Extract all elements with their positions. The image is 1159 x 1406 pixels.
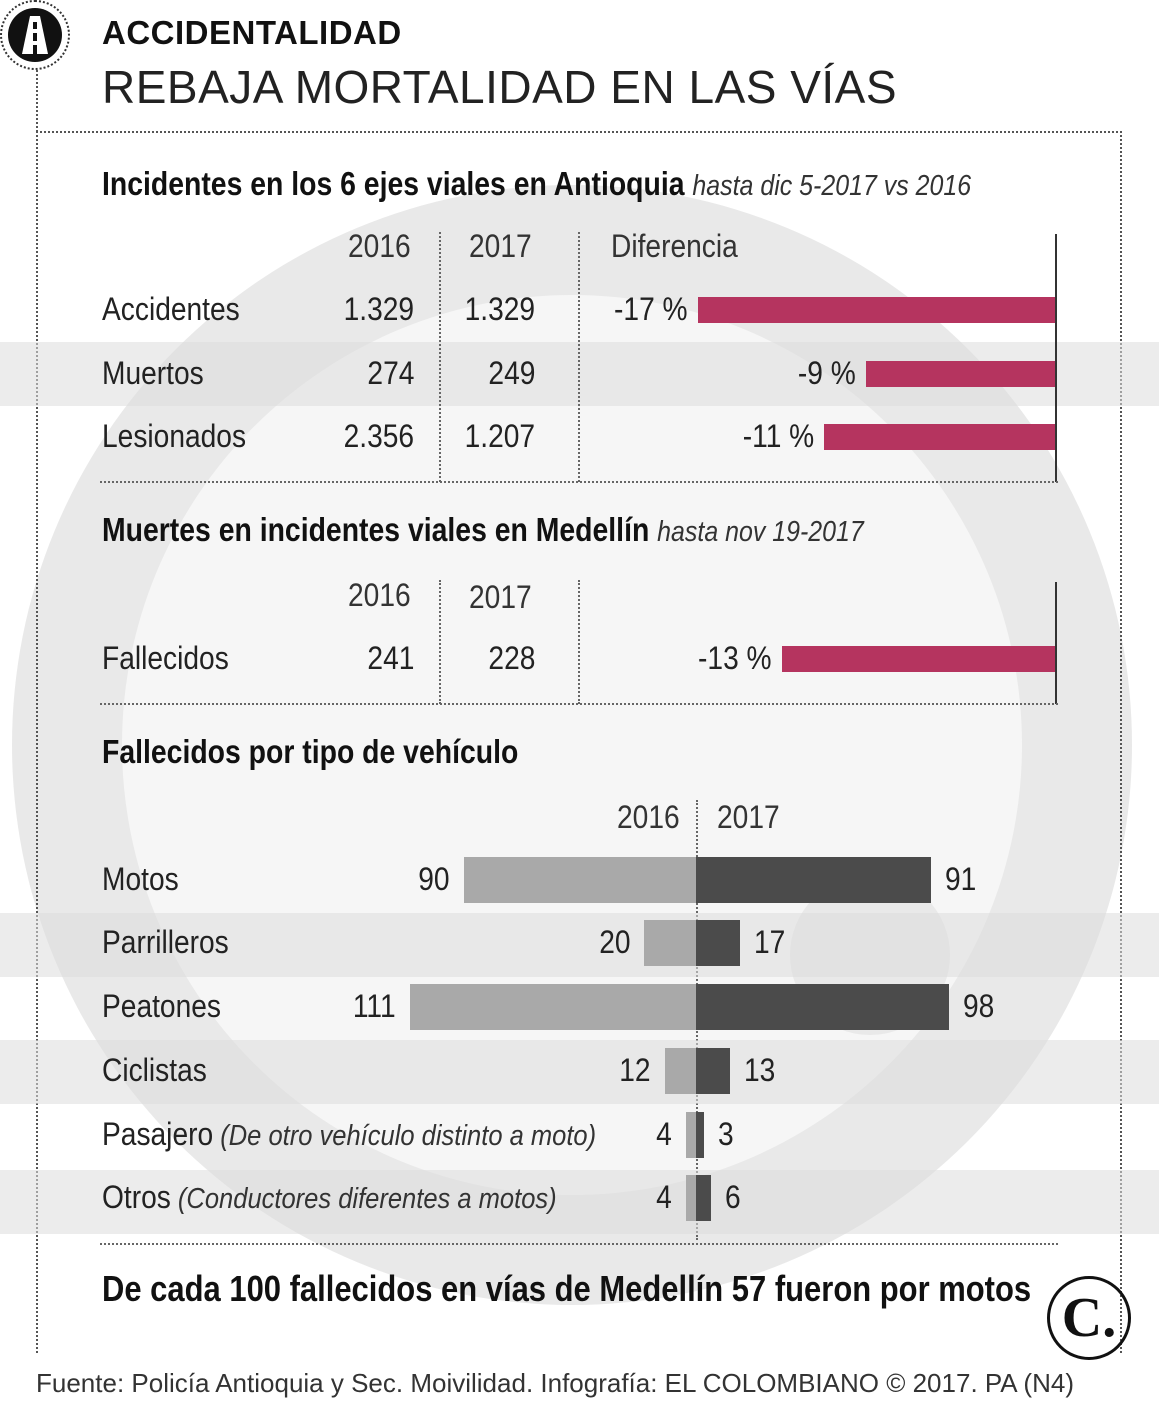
vehicle-label: Pasajero (De otro vehículo distinto a mo…	[102, 1116, 597, 1152]
col-2017: 2017	[469, 579, 532, 615]
frame-connector	[36, 70, 38, 132]
diff-bar	[824, 424, 1055, 450]
value-2017: 98	[962, 988, 995, 1024]
value-2017: 228	[488, 640, 535, 676]
value-2016: 274	[367, 355, 414, 391]
bar-2016	[463, 857, 696, 903]
value-2016: 4	[656, 1179, 672, 1215]
row-label: Fallecidos	[102, 640, 229, 676]
section1-subtitle: hasta dic 5-2017 vs 2016	[692, 170, 972, 202]
row-label: Muertos	[102, 355, 204, 391]
bar-2017	[696, 1112, 704, 1158]
value-2017: 1.329	[464, 291, 535, 327]
bar-2017	[696, 857, 931, 903]
baseline	[100, 481, 1058, 483]
row-band	[0, 1040, 1159, 1104]
col-2017: 2017	[717, 799, 780, 835]
value-2016: 241	[367, 640, 414, 676]
value-2017: 1.207	[464, 418, 535, 454]
value-2017: 6	[725, 1179, 742, 1215]
kicker: ACCIDENTALIDAD	[102, 14, 402, 51]
road-icon	[0, 0, 70, 70]
bar-2017	[696, 1175, 712, 1221]
axis-zero	[1055, 582, 1057, 704]
vehicle-label: Parrilleros	[102, 924, 229, 960]
bar-2017	[696, 920, 740, 966]
row-band	[0, 913, 1159, 977]
source-credit: Fuente: Policía Antioquia y Sec. Moivili…	[36, 1368, 1074, 1398]
bar-2017	[696, 984, 949, 1030]
col-2016: 2016	[617, 799, 680, 835]
diff-label: -11 %	[742, 418, 814, 454]
diff-label: -13 %	[698, 640, 772, 676]
value-2016: 2.356	[343, 418, 414, 454]
vehicle-label: Motos	[102, 861, 179, 897]
logo-icon: C.	[1047, 1276, 1131, 1360]
col-diferencia: Diferencia	[611, 228, 738, 264]
footer-statement: De cada 100 fallecidos en vías de Medell…	[102, 1268, 1032, 1309]
section2-subtitle: hasta nov 19-2017	[657, 516, 864, 548]
row-label: Lesionados	[102, 418, 247, 454]
value-2016: 90	[418, 861, 450, 897]
headline: REBAJA MORTALIDAD EN LAS VÍAS	[102, 61, 898, 113]
bar-2016	[409, 984, 696, 1030]
diff-bar	[866, 361, 1055, 387]
value-2017: 17	[753, 924, 786, 960]
baseline	[100, 703, 1058, 705]
divider	[578, 232, 580, 482]
vehicle-note: (De otro vehículo distinto a moto)	[213, 1120, 597, 1152]
value-2017: 13	[743, 1052, 775, 1088]
value-2016: 1.329	[343, 291, 414, 327]
section3-title: Fallecidos por tipo de vehículo	[102, 733, 519, 770]
diff-label: -9 %	[798, 355, 856, 391]
bar-2016	[644, 920, 696, 966]
bar-2016	[685, 1175, 696, 1221]
value-2017: 91	[944, 861, 977, 897]
axis-zero	[1055, 234, 1057, 482]
divider	[439, 580, 441, 704]
bar-2017	[696, 1048, 730, 1094]
col-2016: 2016	[348, 228, 411, 264]
vehicle-label: Peatones	[102, 988, 221, 1024]
value-2017: 3	[717, 1116, 734, 1152]
value-2017: 249	[488, 355, 535, 391]
bar-2016	[665, 1048, 696, 1094]
col-2017: 2017	[469, 228, 532, 264]
diff-label: -17 %	[614, 291, 688, 327]
value-2016: 4	[656, 1116, 672, 1152]
diff-bar	[698, 297, 1055, 323]
frame	[36, 131, 1122, 1353]
vehicle-label: Ciclistas	[102, 1052, 207, 1088]
divider	[578, 580, 580, 704]
section1-title: Incidentes en los 6 ejes viales en Antio…	[102, 165, 972, 202]
value-2016: 12	[619, 1052, 652, 1088]
value-2016: 111	[352, 988, 396, 1024]
row-label: Accidentes	[102, 291, 240, 327]
divider	[439, 232, 441, 482]
col-2016: 2016	[348, 577, 411, 613]
section2-title: Muertes en incidentes viales en Medellín…	[102, 511, 864, 548]
bar-2016	[685, 1112, 696, 1158]
baseline	[100, 1243, 1058, 1245]
vehicle-label: Otros (Conductores diferentes a motos)	[102, 1179, 557, 1215]
row-band	[0, 1170, 1159, 1234]
vehicle-note: (Conductores diferentes a motos)	[170, 1183, 557, 1215]
value-2016: 20	[599, 924, 631, 960]
diff-bar	[782, 646, 1055, 672]
